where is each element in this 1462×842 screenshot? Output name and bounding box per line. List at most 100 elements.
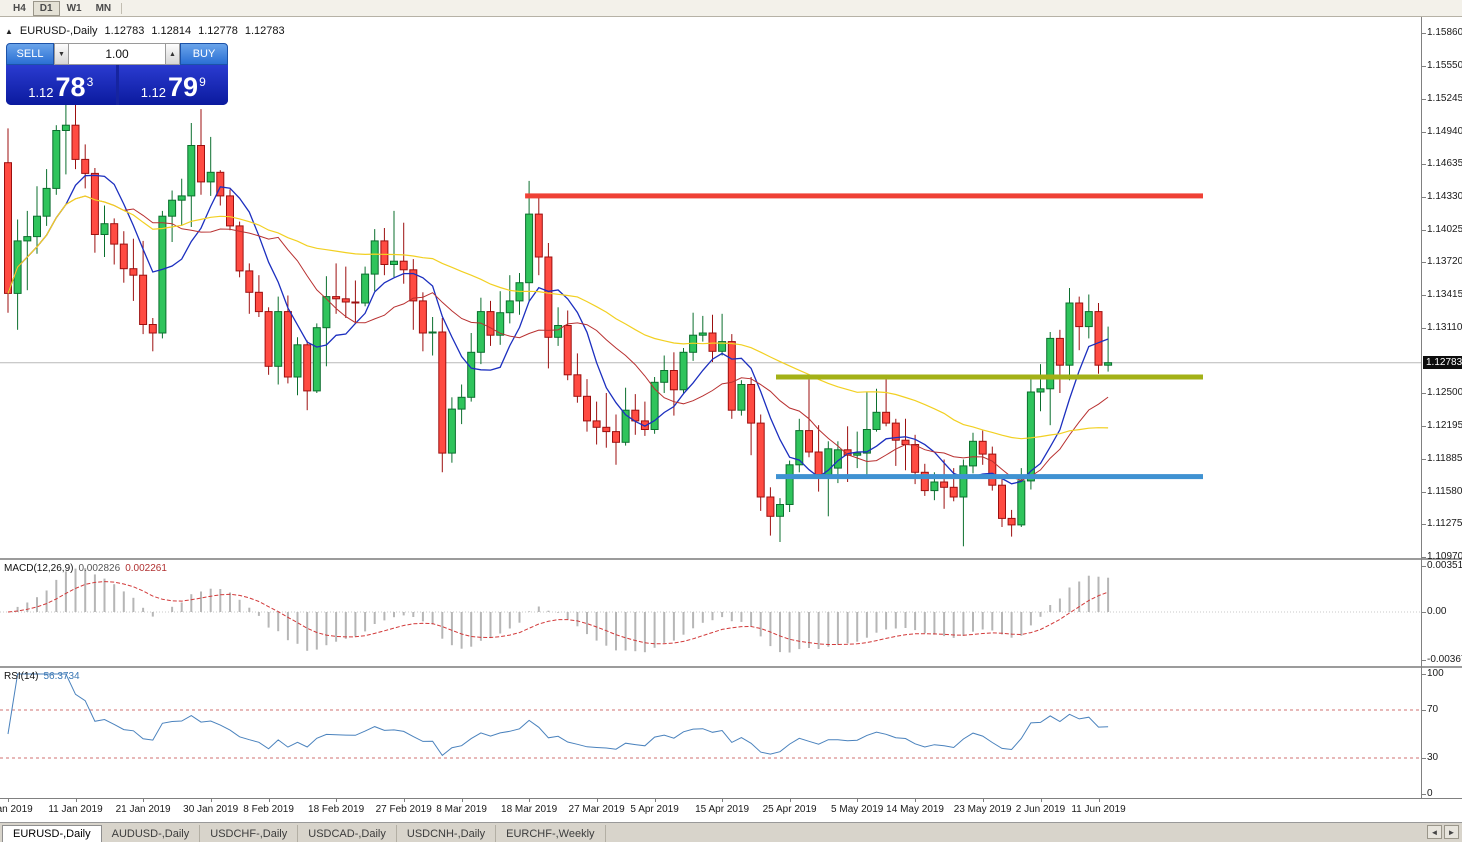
axis-label: 1.15245 [1427,92,1462,104]
date-label: 14 May 2019 [886,804,945,815]
axis-label: 1.11580 [1427,485,1462,497]
axis-label: 0.003518 [1427,560,1462,571]
quote-close: 1.12783 [244,25,285,37]
tab-audusd-daily[interactable]: AUDUSD-,Daily [102,825,201,842]
axis-label: 0.00 [1427,606,1447,617]
one-click-trading-panel: SELL ▼ ▲ BUY 1.12 78 3 1.12 79 9 [6,43,228,105]
tab-usdcnh-daily[interactable]: USDCNH-,Daily [397,825,497,842]
axis-label: 1.14940 [1427,125,1462,137]
collapse-panel-icon[interactable]: ▲ [5,26,13,36]
axis-label: 1.15860 [1427,27,1462,38]
sell-price-point: 3 [86,75,94,89]
date-label: 15 Apr 2019 [695,804,750,815]
macd-name: MACD(12,26,9) [4,563,74,574]
date-label: 8 Mar 2019 [436,804,487,815]
volume-decrease-icon[interactable]: ▼ [54,43,69,65]
buy-button[interactable]: BUY [180,43,228,65]
pane-separator[interactable] [0,666,1462,668]
axis-label: 1.15550 [1427,60,1462,72]
axis-label: 1.11275 [1427,518,1462,530]
sell-price-base: 1.12 [28,85,54,100]
sell-button[interactable]: SELL [6,43,54,65]
date-label: 25 Apr 2019 [762,804,817,815]
ma-44-line [7,195,1109,440]
timeframe-d1-button[interactable]: D1 [32,0,60,16]
date-label: 8 Feb 2019 [243,804,294,815]
date-axis-corner [1422,798,1462,822]
axis-divider [1421,17,1422,798]
hline-resistance-red [525,193,1203,199]
current-price-tag: 1.12783 [1423,355,1462,369]
axis-label: 1.13720 [1427,256,1462,268]
tab-scroll-controls: ◄ ► [1427,825,1459,839]
axis-label: 1.14025 [1427,223,1462,235]
chart-tab-bar: EURUSD-,Daily AUDUSD-,Daily USDCHF-,Daily U… [0,822,1462,842]
macd-axis[interactable]: 0.003518 0.00 -0.00367 [1422,560,1462,666]
rsi-indicator-pane: RSI(14) 56.3734 [0,668,1422,798]
buy-price-pips: 79 [168,72,199,103]
date-label: 27 Feb 2019 [375,804,432,815]
hline-level-olive [776,374,1203,380]
sell-price-pips: 78 [55,72,86,103]
buy-price-display[interactable]: 1.12 79 9 [118,65,228,105]
buy-price-base: 1.12 [140,85,167,100]
timeframe-w1-button[interactable]: W1 [66,2,82,14]
rsi-label: RSI(14) 56.3734 [4,671,80,682]
date-label: 27 Mar 2019 [568,804,625,815]
macd-label: MACD(12,26,9) 0.002826 0.002261 [4,563,167,574]
axis-label: 1.13415 [1427,289,1462,300]
macd-signal-line [7,581,1109,645]
volume-increase-icon[interactable]: ▲ [165,43,180,65]
axis-label: 1.14635 [1427,158,1462,170]
buy-price-point: 9 [199,75,206,89]
axis-label: 1.12500 [1427,387,1462,398]
rsi-chart-canvas[interactable] [0,668,1422,798]
date-label: 21 Jan 2019 [115,804,171,815]
date-label: 11 Jan 2019 [48,804,103,815]
tab-eurusd-daily[interactable]: EURUSD-,Daily [2,825,102,842]
quote-line: ▲ EURUSD-,Daily 1.12783 1.12814 1.12778 … [5,25,285,37]
macd-chart-canvas[interactable] [0,560,1422,666]
date-label: 5 May 2019 [831,804,884,815]
ma-7-line [7,174,1109,485]
axis-label: 1.12195 [1427,419,1462,431]
chart-symbol-period: EURUSD-,Daily [19,25,98,37]
date-label: 18 Feb 2019 [308,804,365,815]
sell-price-display[interactable]: 1.12 78 3 [6,65,116,105]
date-label: 5 Apr 2019 [630,804,679,815]
toolbar-separator [121,2,123,14]
price-axis[interactable]: 1.15860 1.15550 1.15245 1.14940 1.14635 1.143… [1422,17,1462,562]
macd-indicator-pane: MACD(12,26,9) 0.002826 0.002261 [0,560,1422,666]
axis-label: 1.11885 [1427,453,1462,464]
quote-low: 1.12778 [198,25,238,37]
tab-usdcad-daily[interactable]: USDCAD-,Daily [298,825,397,842]
timeframe-toolbar: H4 D1 W1 MN [0,0,1462,17]
rsi-value: 56.3734 [43,671,80,682]
date-label: 30 Jan 2019 [183,804,239,815]
volume-input[interactable] [69,43,165,65]
rsi-line [7,673,1109,757]
tab-strip: EURUSD-,Daily AUDUSD-,Daily USDCHF-,Daily U… [2,825,606,842]
date-label: 23 May 2019 [953,804,1012,815]
rsi-name: RSI(14) [4,671,39,682]
timeframe-mn-button[interactable]: MN [95,2,112,14]
rsi-axis[interactable]: 100 70 30 0 [1422,668,1462,799]
axis-label: 70 [1427,704,1439,715]
tab-scroll-left-icon[interactable]: ◄ [1427,825,1442,839]
date-label: 11 Jun 2019 [1071,804,1126,815]
main-chart-pane: ▲ EURUSD-,Daily 1.12783 1.12814 1.12778 … [0,17,1422,558]
tab-eurchf-weekly[interactable]: EURCHF-,Weekly [496,825,606,842]
tab-usdchf-daily[interactable]: USDCHF-,Daily [200,825,299,842]
timeframe-h4-button[interactable]: H4 [13,2,26,14]
candlestick-chart-canvas[interactable] [0,17,1422,558]
axis-label: 100 [1427,668,1444,679]
axis-label: 1.10970 [1427,551,1462,562]
date-axis[interactable]: 2 Jan 2019 11 Jan 2019 21 Jan 2019 30 Jan 2… [0,798,1422,822]
tab-scroll-right-icon[interactable]: ► [1444,825,1459,839]
hline-support-blue [776,474,1203,480]
axis-label: 1.13110 [1427,321,1462,333]
date-label: 2 Jun 2019 [1015,804,1066,815]
ma-13-line [7,195,1109,481]
pane-separator[interactable] [0,558,1462,560]
axis-label: 30 [1427,752,1439,763]
